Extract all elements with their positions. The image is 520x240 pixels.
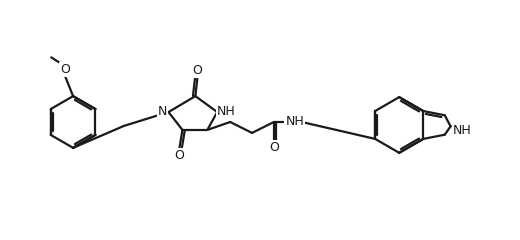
Text: NH: NH <box>217 105 236 118</box>
Text: O: O <box>60 63 70 76</box>
Text: O: O <box>269 141 279 154</box>
Text: N: N <box>158 105 167 118</box>
Text: O: O <box>175 149 185 162</box>
Text: NH: NH <box>453 124 472 137</box>
Text: O: O <box>192 64 202 77</box>
Text: NH: NH <box>285 115 304 128</box>
